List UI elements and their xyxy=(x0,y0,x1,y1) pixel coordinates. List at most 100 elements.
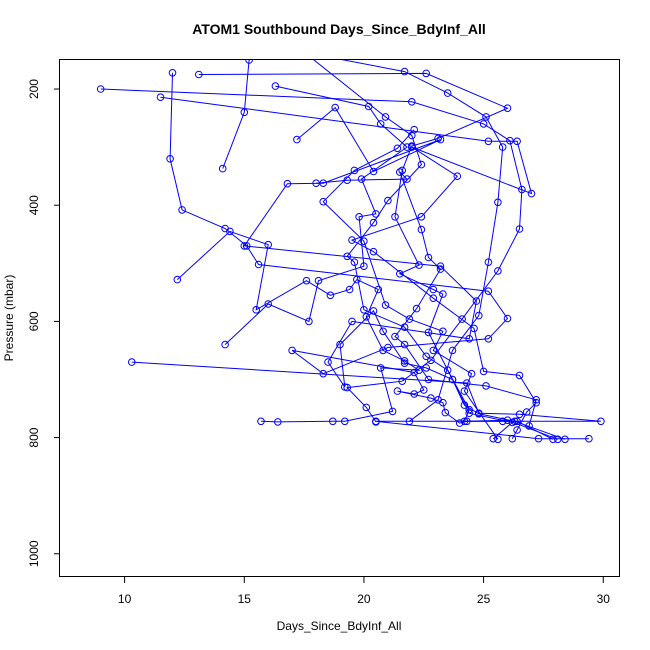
data-point xyxy=(374,285,383,294)
series-2 xyxy=(96,85,526,426)
data-point xyxy=(494,198,502,207)
data-point xyxy=(403,175,411,183)
y-tick-label: 1000 xyxy=(27,540,41,567)
data-point xyxy=(429,346,438,355)
x-axis-label: Days_Since_BdyInf_All xyxy=(277,619,402,633)
data-point xyxy=(410,390,419,398)
data-point xyxy=(518,185,526,194)
data-point xyxy=(341,417,349,426)
data-point xyxy=(561,435,569,444)
series-10 xyxy=(319,125,502,444)
data-point xyxy=(482,113,490,121)
data-point xyxy=(427,356,435,365)
series-line xyxy=(160,96,537,439)
data-point xyxy=(326,291,335,300)
data-point xyxy=(391,213,399,221)
data-point xyxy=(372,417,380,426)
plot-area xyxy=(96,42,605,444)
chart-title: ATOM1 Southbound Days_Since_BdyInf_All xyxy=(192,21,486,37)
x-tick-label: 20 xyxy=(357,592,371,606)
data-point xyxy=(393,387,402,395)
data-point xyxy=(336,340,344,349)
data-point xyxy=(343,176,352,184)
data-point xyxy=(405,315,414,323)
data-point xyxy=(369,218,378,227)
data-point xyxy=(513,137,521,146)
series-5 xyxy=(221,82,411,349)
data-point xyxy=(348,317,356,326)
data-point xyxy=(448,346,457,355)
data-point xyxy=(369,167,378,176)
data-point xyxy=(388,407,397,416)
data-point xyxy=(357,175,366,183)
plot-frame xyxy=(59,59,620,577)
data-point xyxy=(331,103,340,112)
y-tick-label: 200 xyxy=(27,79,41,99)
data-point xyxy=(460,401,469,409)
data-point xyxy=(264,240,273,249)
y-tick-label: 800 xyxy=(27,427,41,447)
data-point xyxy=(443,89,452,97)
series-line xyxy=(131,361,601,440)
series-line xyxy=(222,60,558,440)
data-point xyxy=(494,435,502,444)
data-point xyxy=(293,135,301,144)
data-point xyxy=(532,396,541,404)
series-line xyxy=(169,72,554,440)
data-point xyxy=(515,410,524,419)
data-point xyxy=(585,434,593,443)
data-point xyxy=(439,290,447,298)
data-point xyxy=(369,307,378,315)
data-point xyxy=(439,327,447,336)
data-point xyxy=(362,313,371,321)
y-tick-label: 600 xyxy=(27,311,41,331)
data-point xyxy=(549,435,557,444)
data-point xyxy=(417,225,426,234)
data-point xyxy=(443,366,452,375)
x-tick-label: 15 xyxy=(238,592,252,606)
data-point xyxy=(166,155,174,163)
data-point xyxy=(396,270,404,278)
series-line xyxy=(176,230,421,423)
series-line xyxy=(243,106,566,440)
data-point xyxy=(489,434,498,443)
data-point xyxy=(360,237,368,245)
series-7 xyxy=(166,69,557,444)
data-point xyxy=(350,258,359,267)
data-point xyxy=(264,300,273,308)
data-point xyxy=(441,408,450,417)
data-point xyxy=(422,364,431,372)
data-point xyxy=(302,276,311,285)
data-point xyxy=(484,258,493,267)
data-point xyxy=(412,304,421,313)
data-point xyxy=(288,346,296,355)
series-line xyxy=(224,85,408,345)
series-line xyxy=(316,171,537,427)
data-point xyxy=(417,213,426,221)
data-point xyxy=(427,394,435,402)
data-point xyxy=(345,285,354,294)
data-point xyxy=(384,196,392,205)
data-point xyxy=(314,276,323,285)
series-6 xyxy=(128,358,605,443)
data-point xyxy=(410,368,419,377)
data-point xyxy=(353,275,361,284)
data-point xyxy=(525,422,533,430)
data-point xyxy=(168,69,177,77)
data-point xyxy=(265,42,272,49)
data-point xyxy=(360,306,368,314)
data-point xyxy=(245,60,253,64)
data-point xyxy=(527,189,536,198)
data-point xyxy=(515,225,524,233)
data-point xyxy=(513,426,521,434)
data-point xyxy=(420,386,428,394)
data-point xyxy=(510,417,519,426)
data-point xyxy=(355,213,363,221)
data-point xyxy=(257,417,265,426)
data-point xyxy=(472,297,481,305)
data-point xyxy=(429,285,438,294)
data-point xyxy=(417,160,426,169)
data-point xyxy=(534,434,543,443)
data-point xyxy=(240,242,249,250)
